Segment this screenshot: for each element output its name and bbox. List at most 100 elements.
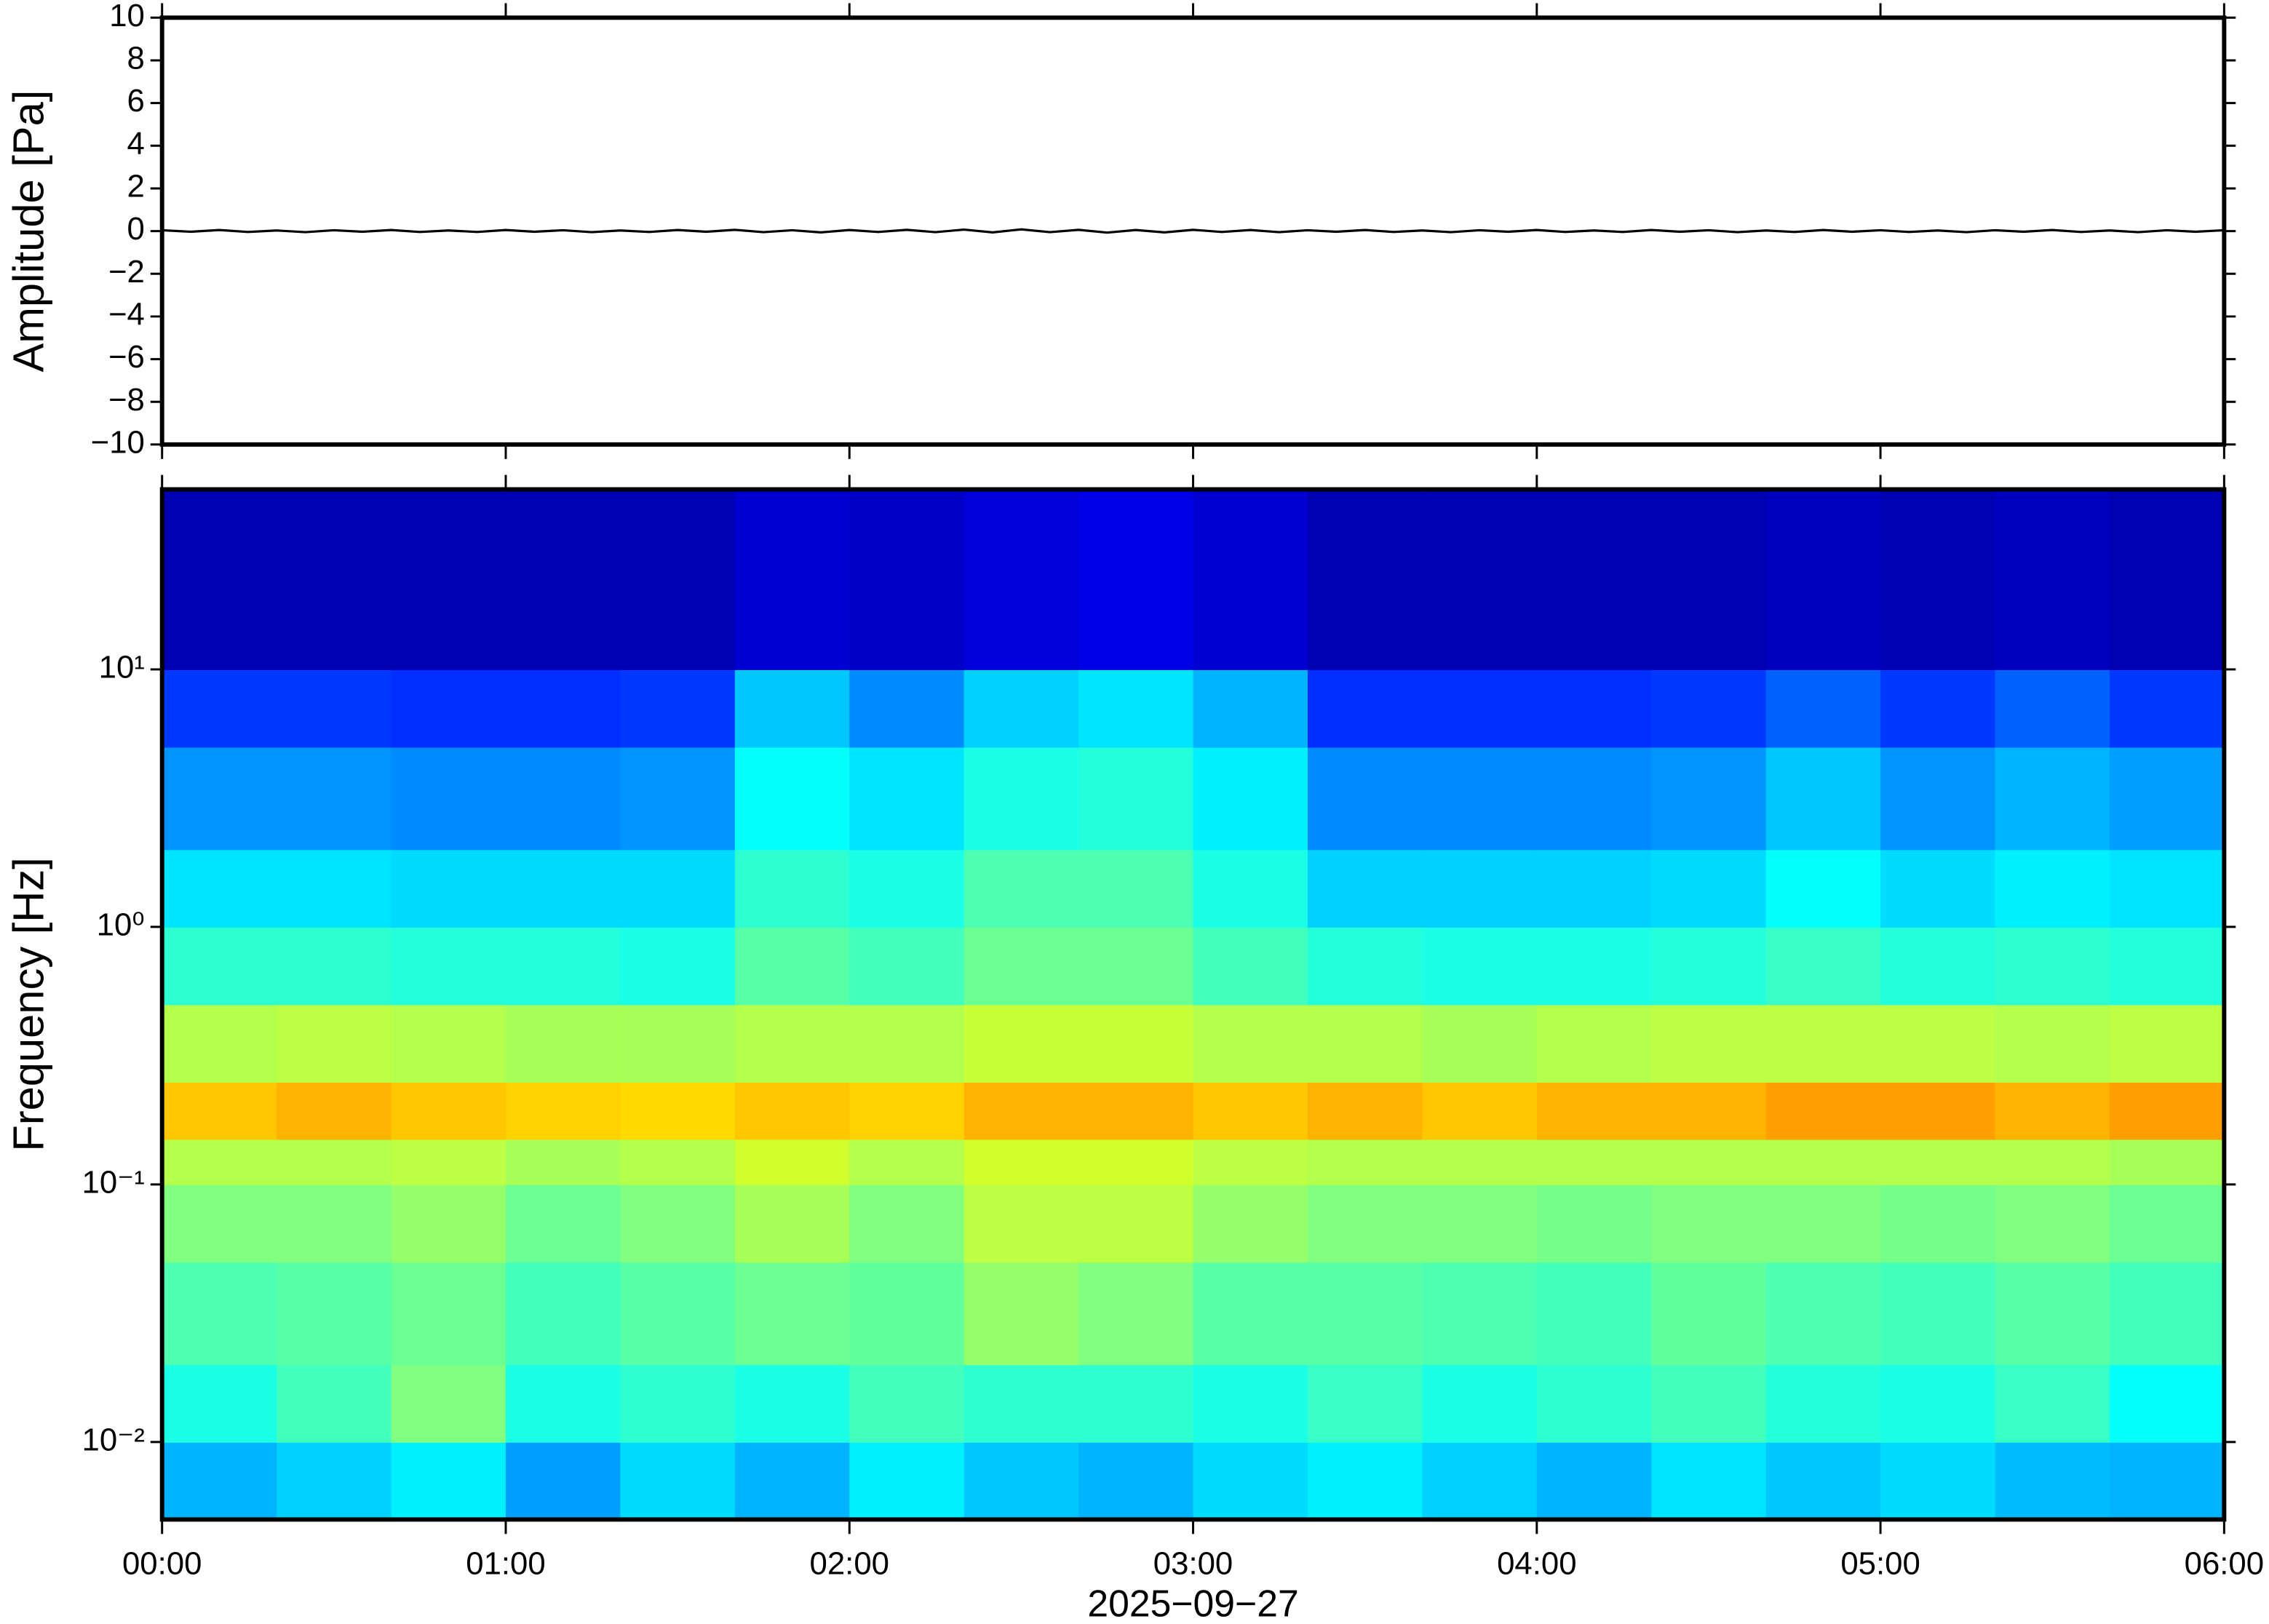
- spectrogram-cell: [391, 1262, 506, 1366]
- spectrogram-cell: [2109, 1184, 2225, 1263]
- spectrogram-cell: [2109, 1364, 2225, 1443]
- spectrogram-cell: [2109, 1004, 2225, 1083]
- spectrogram-cell: [963, 1139, 1080, 1185]
- x-tick-label: 04:00: [1497, 1546, 1576, 1582]
- spectrogram-cell: [1651, 489, 1767, 670]
- spectrogram-cell: [162, 489, 278, 670]
- spectrogram-cell: [1193, 1004, 1308, 1083]
- spectrogram-cell: [1307, 1184, 1423, 1263]
- spectrogram-cell: [1765, 1139, 1882, 1185]
- y-tick-label: 8: [127, 41, 145, 76]
- spectrogram-cell: [1078, 1139, 1194, 1185]
- spectrogram-cell: [1307, 1082, 1423, 1140]
- spectrogram-cell: [277, 1262, 392, 1366]
- spectrogram-cell: [2109, 1139, 2225, 1185]
- spectrogram-cell: [1536, 849, 1653, 928]
- spectrogram-cell: [734, 747, 851, 851]
- spectrogram-cell: [1765, 1184, 1882, 1263]
- spectrogram-cell: [505, 747, 621, 851]
- spectrogram-cell: [277, 747, 392, 851]
- spectrogram-cell: [849, 489, 965, 670]
- spectrogram-cell: [734, 1441, 851, 1521]
- spectrogram-cell: [1422, 1139, 1538, 1185]
- spectrogram-cell: [1880, 1139, 1996, 1185]
- spectrogram-cell: [1536, 489, 1653, 670]
- spectrogram-cell: [1078, 1082, 1194, 1140]
- spectrogram-cell: [162, 1184, 278, 1263]
- spectrogram-cell: [734, 849, 851, 928]
- spectrogram-cell: [162, 1364, 278, 1443]
- spectrogram-cell: [1765, 1082, 1882, 1140]
- spectrogram-cell: [849, 1139, 965, 1185]
- spectrogram-cell: [2109, 849, 2225, 928]
- spectrogram-cell: [1651, 669, 1767, 748]
- spectrogram-cell: [277, 1004, 392, 1083]
- spectrogram-cell: [162, 1262, 278, 1366]
- spectrogram-cell: [1078, 926, 1194, 1006]
- spectrogram-cell: [849, 1441, 965, 1521]
- spectrogram-cell: [1078, 849, 1194, 928]
- spectrogram-cell: [1422, 926, 1538, 1006]
- spectrogram-cell: [1995, 1184, 2110, 1263]
- spectrogram-cell: [1422, 1184, 1538, 1263]
- spectrogram-cell: [505, 489, 621, 670]
- spectrogram-cell: [620, 1262, 736, 1366]
- y-tick-label: 6: [127, 83, 145, 119]
- spectrogram-cell: [1651, 1082, 1767, 1140]
- spectrogram-cell: [391, 1364, 506, 1443]
- spectrogram-cell: [1307, 669, 1423, 748]
- spectrogram-cell: [1765, 1004, 1882, 1083]
- spectrogram-cell: [620, 1004, 736, 1083]
- spectrogram-cell: [2109, 489, 2225, 670]
- y-tick-label: −8: [108, 382, 145, 418]
- spectrogram-cell: [505, 1262, 621, 1366]
- spectrogram-cell: [2109, 1082, 2225, 1140]
- spectrogram-cell: [1995, 1082, 2110, 1140]
- x-tick-label: 02:00: [810, 1546, 889, 1582]
- spectrogram-cell: [1880, 747, 1996, 851]
- spectrogram-cell: [391, 747, 506, 851]
- spectrogram-cell: [1651, 849, 1767, 928]
- spectrogram-cell: [1193, 669, 1308, 748]
- spectrogram-cell: [2109, 669, 2225, 748]
- spectrogram-cell: [1765, 489, 1882, 670]
- y-tick-label: −6: [108, 339, 145, 375]
- spectrogram-cell: [1078, 489, 1194, 670]
- spectrogram-cell: [162, 849, 278, 928]
- spectrogram-cell: [162, 747, 278, 851]
- x-axis-label: 2025−09−27: [1087, 1582, 1298, 1624]
- spectrogram-cell: [1651, 1364, 1767, 1443]
- spectrogram-cell: [1422, 849, 1538, 928]
- spectrogram-cell: [1536, 1364, 1653, 1443]
- spectrogram-cell: [277, 1082, 392, 1140]
- spectrogram-cell: [1880, 489, 1996, 670]
- spectrogram-cell: [1193, 926, 1308, 1006]
- spectrogram-cell: [1307, 1262, 1423, 1366]
- spectrogram-cell: [734, 1364, 851, 1443]
- spectrogram-cell: [277, 1364, 392, 1443]
- spectrogram-cell: [1078, 1364, 1194, 1443]
- spectrogram-cell: [963, 489, 1080, 670]
- x-tick-label: 01:00: [466, 1546, 545, 1582]
- spectrogram-cell: [620, 669, 736, 748]
- spectrogram-cell: [1651, 1004, 1767, 1083]
- spectrogram-cell: [734, 1139, 851, 1185]
- spectrogram-cell: [849, 926, 965, 1006]
- spectrogram-cell: [620, 926, 736, 1006]
- spectrogram-cell: [1765, 1262, 1882, 1366]
- spectrogram-cell: [391, 489, 506, 670]
- spectrogram-cell: [963, 926, 1080, 1006]
- spectrogram-cell: [1651, 1184, 1767, 1263]
- spectrogram-cell: [849, 1364, 965, 1443]
- spectrogram-cell: [277, 489, 392, 670]
- x-tick-label: 00:00: [122, 1546, 202, 1582]
- spectrogram-cell: [1307, 1441, 1423, 1521]
- spectrogram-cell: [1078, 1262, 1194, 1366]
- spectrogram-cell: [1651, 926, 1767, 1006]
- spectrogram-cell: [505, 1364, 621, 1443]
- spectrogram-cell: [1078, 669, 1194, 748]
- spectrogram-cell: [1765, 669, 1882, 748]
- spectrogram-cell: [963, 1262, 1080, 1366]
- spectrogram-cell: [162, 669, 278, 748]
- spectrogram-cell: [391, 1082, 506, 1140]
